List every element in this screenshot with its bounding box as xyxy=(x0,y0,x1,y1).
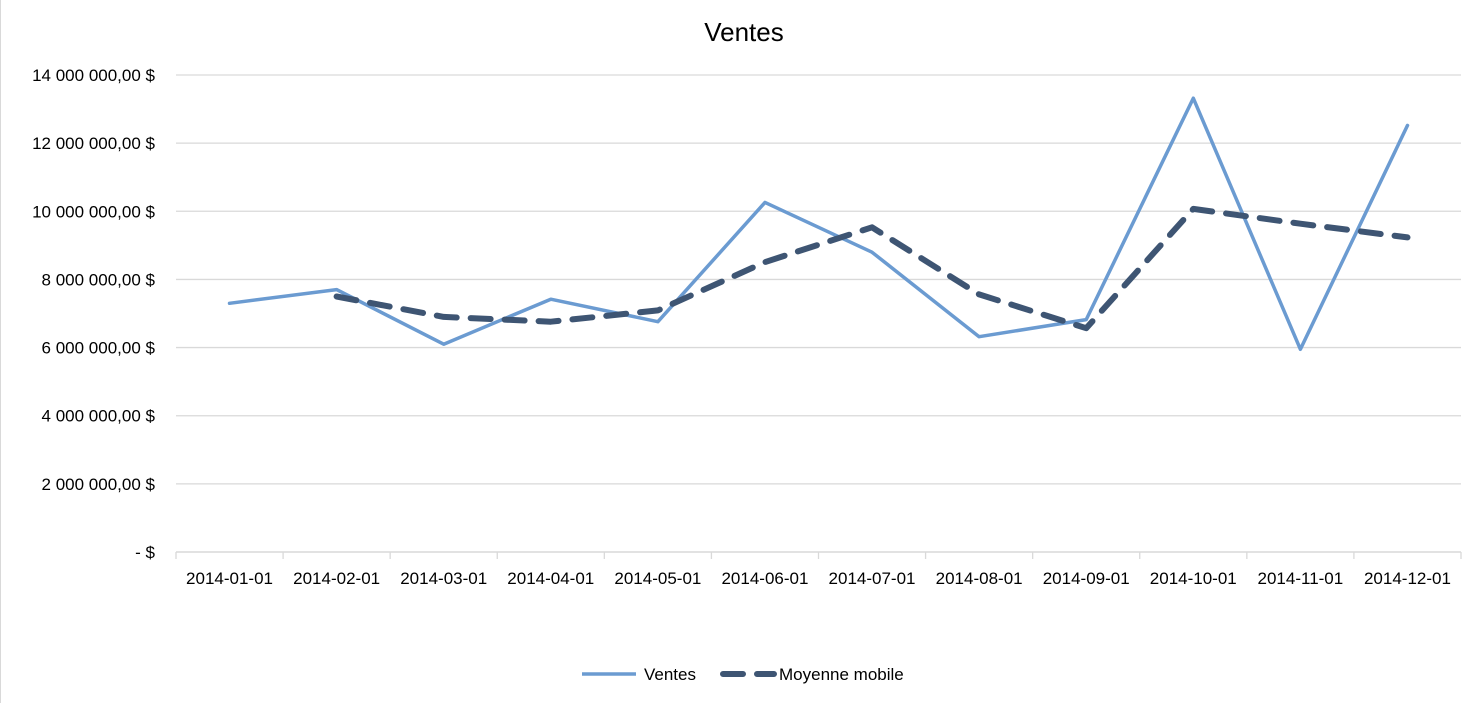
y-tick-label: 14 000 000,00 $ xyxy=(32,66,155,85)
y-tick-label: 12 000 000,00 $ xyxy=(32,134,155,153)
x-tick-label: 2014-01-01 xyxy=(186,569,273,588)
x-tick-label: 2014-06-01 xyxy=(721,569,808,588)
y-tick-label: 2 000 000,00 $ xyxy=(42,475,156,494)
legend-label: Ventes xyxy=(644,665,696,684)
x-tick-label: 2014-03-01 xyxy=(400,569,487,588)
series-line-ventes xyxy=(227,96,1410,352)
x-tick-label: 2014-12-01 xyxy=(1364,569,1451,588)
x-tick-label: 2014-08-01 xyxy=(936,569,1023,588)
x-tick-label: 2014-11-01 xyxy=(1258,569,1344,588)
y-tick-label: 4 000 000,00 $ xyxy=(42,407,156,426)
x-tick-label: 2014-02-01 xyxy=(293,569,380,588)
x-tick-label: 2014-09-01 xyxy=(1043,569,1130,588)
y-tick-label: 6 000 000,00 $ xyxy=(42,339,156,358)
y-tick-label: 8 000 000,00 $ xyxy=(42,270,156,289)
x-tick-label: 2014-10-01 xyxy=(1150,569,1237,588)
series-layer xyxy=(227,96,1411,352)
legend: Ventes Moyenne mobile xyxy=(582,665,904,684)
legend-label: Moyenne mobile xyxy=(779,665,904,684)
gridlines xyxy=(176,74,1461,485)
y-tick-label: 10 000 000,00 $ xyxy=(32,202,155,221)
x-tick-label: 2014-04-01 xyxy=(507,569,594,588)
y-axis: - $ 2 000 000,00 $ 4 000 000,00 $ 6 000 000… xyxy=(32,66,155,562)
x-tick-label: 2014-07-01 xyxy=(829,569,916,588)
x-axis: 2014-01-01 2014-02-01 2014-03-01 2014-04-01… xyxy=(175,551,1462,588)
y-tick-label: - $ xyxy=(135,543,155,562)
series-line-moyenne-mobile xyxy=(333,205,1411,332)
chart-title: Ventes xyxy=(704,17,784,47)
x-tick-label: 2014-05-01 xyxy=(614,569,701,588)
